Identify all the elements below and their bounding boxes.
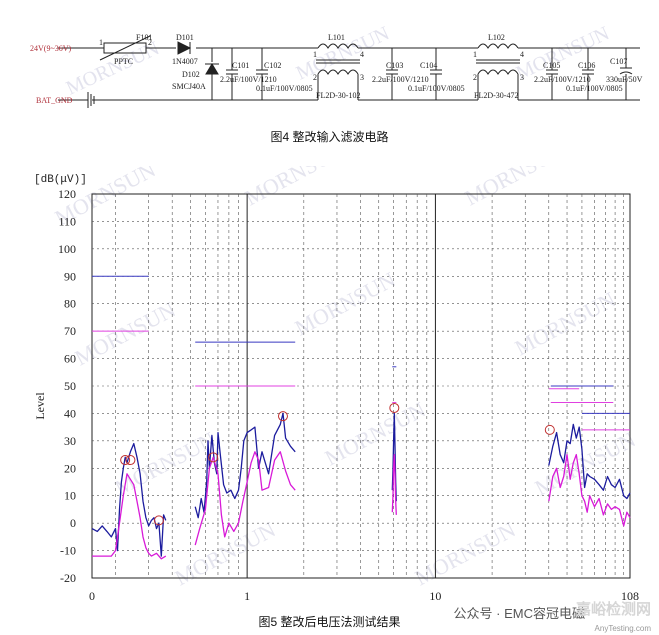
component-value: 2.2uF/100V/1210 xyxy=(220,75,277,84)
series-line xyxy=(548,453,631,527)
y-tick-label: 40 xyxy=(64,406,76,420)
y-axis-label: Level xyxy=(33,392,47,420)
component-value: SMCJ40A xyxy=(172,82,206,91)
x-tick-label: 1 xyxy=(244,589,250,603)
y-tick-label: 30 xyxy=(64,434,76,448)
circuit-schematic: MORNSUN MORNSUN MORNSUN xyxy=(0,0,659,118)
input-voltage-label: 24V(9~36V) xyxy=(30,44,72,53)
brand-logo-text: 嘉峪检测网 xyxy=(575,601,651,618)
ground-net-label: BAT_GND xyxy=(36,96,73,105)
component-ref: L102 xyxy=(488,33,505,42)
pin-label: 1 xyxy=(313,50,317,59)
series-line xyxy=(391,453,397,515)
peak-marker xyxy=(208,452,219,463)
component-ref: C103 xyxy=(386,61,403,70)
component-ref: C104 xyxy=(420,61,437,70)
pin-label: 1 xyxy=(473,50,477,59)
component-ref: F101 xyxy=(136,33,152,42)
y-tick-label: 70 xyxy=(64,324,76,338)
pin-label: 2 xyxy=(313,73,317,82)
component-ref: L101 xyxy=(328,33,345,42)
series-line xyxy=(92,473,167,560)
component-value: 0.1uF/100V/0805 xyxy=(408,84,465,93)
y-tick-label: 20 xyxy=(64,461,76,475)
y-unit-label: [dB(μV)] xyxy=(34,174,87,186)
component-value: FL2D-30-472 xyxy=(474,91,518,100)
series-line xyxy=(548,423,631,500)
peak-marker xyxy=(277,411,288,422)
circuit-svg: MORNSUN MORNSUN MORNSUN xyxy=(0,0,659,118)
emi-chart: MORNSUN MORNSUN MORNSUN MORNSUN MORNSUN MORNS… xyxy=(0,137,659,612)
caption-chart: 图5 整改后电压法测试结果 xyxy=(258,615,401,629)
pin-label: 1 xyxy=(99,38,103,47)
component-ref: C105 xyxy=(543,61,560,70)
site-label: AnyTesting.com xyxy=(594,624,651,633)
component-value: 0.1uF/100V/0805 xyxy=(566,84,623,93)
component-value: FL2D-30-102 xyxy=(316,91,360,100)
series-line xyxy=(91,442,167,557)
pin-label: 2 xyxy=(473,73,477,82)
y-tick-label: 50 xyxy=(64,379,76,393)
component-value: 2.2uF/100V/1210 xyxy=(534,75,591,84)
peak-marker xyxy=(125,455,136,466)
caption-circuit: 图4 整改输入滤波电路 xyxy=(270,130,389,144)
component-ref: C107 xyxy=(610,57,627,66)
peak-marker xyxy=(153,515,164,526)
y-tick-label: 120 xyxy=(58,187,76,201)
peak-marker xyxy=(544,424,555,435)
x-tick-label: 10 xyxy=(429,589,441,603)
x-tick-label: 0 xyxy=(89,589,95,603)
component-value: 330uF/50V xyxy=(606,75,643,84)
pin-label: 2 xyxy=(148,38,152,47)
y-tick-label: 100 xyxy=(58,242,76,256)
y-tick-label: 0 xyxy=(70,516,76,530)
series-line xyxy=(194,412,296,519)
component-value: PPTC xyxy=(114,57,133,66)
series-line xyxy=(194,451,296,546)
y-tick-label: 110 xyxy=(58,214,76,228)
y-tick-label: 10 xyxy=(64,489,76,503)
pin-label: 4 xyxy=(520,50,524,59)
y-tick-label: 90 xyxy=(64,269,76,283)
component-value: 0.1uF/100V/0805 xyxy=(256,84,313,93)
component-ref: C106 xyxy=(578,61,595,70)
peak-marker xyxy=(120,455,131,466)
y-tick-label: 60 xyxy=(64,352,76,366)
y-tick-label: 80 xyxy=(64,297,76,311)
component-value: 1N4007 xyxy=(172,57,198,66)
y-tick-label: -20 xyxy=(60,571,76,585)
component-ref: C101 xyxy=(232,61,249,70)
pin-label: 3 xyxy=(360,73,364,82)
y-tick-label: -10 xyxy=(60,544,76,558)
component-ref: C102 xyxy=(264,61,281,70)
component-ref: D102 xyxy=(182,70,200,79)
pin-label: 3 xyxy=(520,73,524,82)
peak-marker xyxy=(389,402,400,413)
component-ref: D101 xyxy=(176,33,194,42)
pin-label: 4 xyxy=(360,50,364,59)
x-tick-label: 108 xyxy=(621,589,639,603)
wechat-label: 公众号 · EMC容冠电磁 xyxy=(453,606,585,621)
component-value: 2.2uF/100V/1210 xyxy=(372,75,429,84)
